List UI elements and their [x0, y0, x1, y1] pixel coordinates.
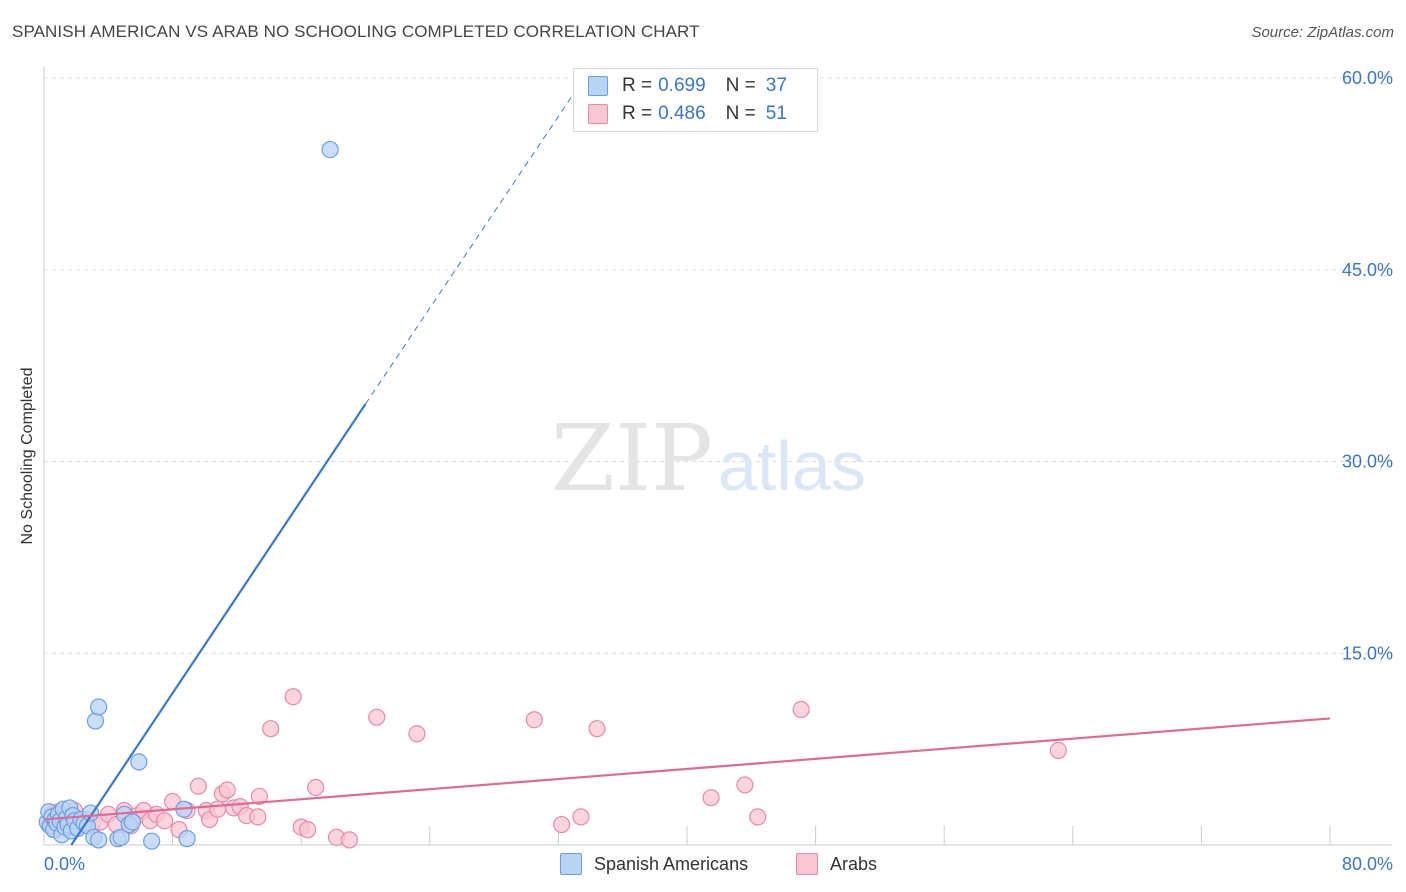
legend-row-spanish: R = 0.699 N = 37 [588, 74, 807, 98]
arab-point [189, 777, 207, 795]
arab-point [368, 708, 386, 726]
legend-n-value-arabs: 51 [765, 103, 787, 124]
arab-point [736, 776, 754, 794]
arab-point [408, 725, 426, 743]
legend-n-value-spanish: 37 [765, 75, 787, 96]
spanish-american-point [321, 140, 339, 159]
arab-point [299, 821, 317, 839]
spanish-american-point [130, 753, 148, 771]
arab-point [284, 688, 302, 706]
arab-point [155, 812, 174, 830]
series-legend-spanish[interactable]: Spanish Americans [560, 852, 748, 876]
legend-r-label: R = [622, 75, 653, 96]
watermark-zip: ZIP [551, 405, 713, 512]
spanish-american-point [90, 698, 108, 716]
chart-title: SPANISH AMERICAN VS ARAB NO SCHOOLING CO… [12, 22, 700, 41]
arab-point [218, 781, 236, 799]
trend-lines [43, 77, 1331, 846]
spanish-trend-line [70, 403, 367, 846]
spanish-american-point [112, 828, 130, 846]
legend-n-label: N = [725, 103, 756, 124]
watermark: ZIP atlas [551, 405, 866, 512]
data-points [38, 140, 1067, 850]
arab-point [553, 815, 571, 834]
arab-trend-line [43, 717, 1331, 821]
arab-point [749, 808, 767, 826]
series-label-arabs: Arabs [830, 853, 878, 874]
arab-point [262, 720, 280, 738]
series-label-spanish: Spanish Americans [594, 853, 749, 874]
arab-point [702, 789, 720, 807]
arab-point [525, 711, 543, 729]
legend-r-label: R = [622, 103, 653, 124]
arab-point [792, 700, 810, 719]
x-tick-label-min: 0.0% [44, 854, 85, 874]
arab-point [209, 800, 227, 818]
gridlines [44, 77, 1392, 845]
arab-point [249, 808, 267, 826]
arab-point [307, 778, 325, 797]
spanish-american-point [86, 712, 105, 730]
arab-point [588, 720, 606, 738]
y-tick-label: 60.0% [1342, 68, 1393, 88]
legend-n-label: N = [725, 75, 756, 96]
arab-point [1049, 741, 1067, 760]
legend-swatch-arabs [588, 104, 608, 124]
axes [43, 66, 1392, 846]
arab-point [572, 808, 590, 826]
series-swatch-spanish [560, 853, 582, 875]
y-tick-label: 15.0% [1342, 643, 1393, 663]
spanish-american-point [143, 832, 161, 850]
spanish-american-point [90, 831, 108, 849]
series-legend-arabs[interactable]: Arabs [796, 852, 877, 876]
spanish-american-point [178, 830, 196, 848]
spanish-american-point [123, 813, 142, 831]
legend-swatch-spanish [588, 76, 608, 96]
y-tick-label: 45.0% [1342, 260, 1393, 280]
series-swatch-arabs [796, 853, 818, 875]
watermark-atlas: atlas [718, 427, 866, 505]
tick-labels: 15.0% 30.0% 45.0% 60.0% 0.0% 80.0% [44, 68, 1393, 874]
spanish-trend-extension [365, 77, 585, 405]
legend-r-value-spanish: 0.699 [658, 75, 706, 96]
correlation-legend: R = 0.699 N = 37 R = 0.486 N = 51 [573, 68, 818, 132]
source-label: Source: ZipAtlas.com [1251, 24, 1394, 41]
legend-r-value-arabs: 0.486 [658, 103, 706, 124]
y-tick-label: 30.0% [1342, 452, 1393, 472]
arab-point [250, 787, 269, 806]
x-tick-label-max: 80.0% [1342, 854, 1393, 874]
legend-row-arabs: R = 0.486 N = 51 [588, 102, 807, 126]
arab-point [340, 831, 359, 849]
